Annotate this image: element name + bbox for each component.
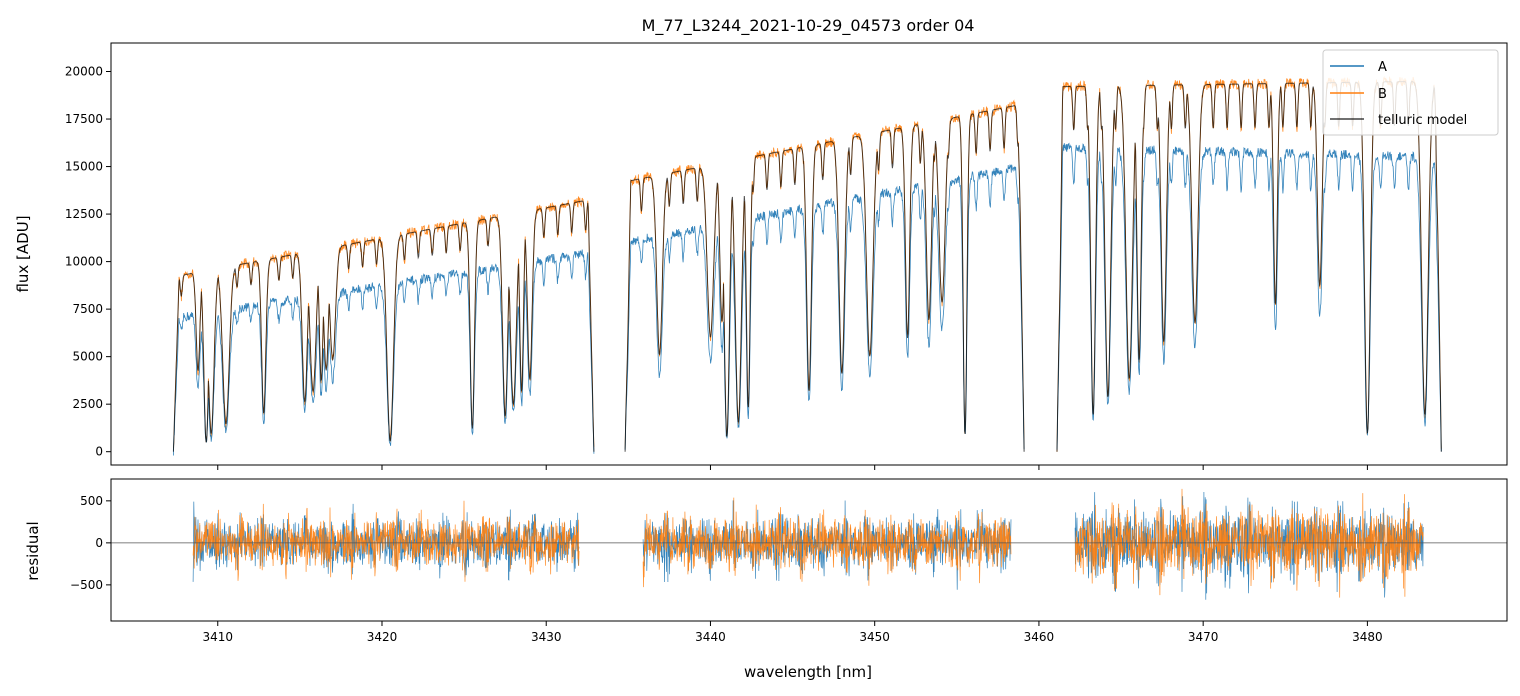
flux-axes-frame [110,42,1508,466]
residual-axes-frame [110,478,1508,622]
legend-label-b: B [1378,87,1387,102]
flux-plot-area [172,75,1442,456]
residual-x-axis: 3410 3420 3430 3440 3450 3460 3470 3480 [202,621,1383,644]
residual-x-tick-label: 3410 [202,630,233,644]
flux-y-tick-label: 7500 [72,302,103,316]
flux-y-tick-label: 5000 [72,350,103,364]
residual-x-tick-label: 3450 [859,630,890,644]
flux-y-tick-label: 17500 [65,112,103,126]
residual-y-axis: −500 0 500 [70,494,111,592]
flux-y-tick-label: 2500 [72,397,103,411]
series-a-line [1056,142,1442,452]
telluric-model-line [172,200,595,452]
residual-x-tick-label: 3480 [1352,630,1383,644]
residual-x-tick-label: 3470 [1188,630,1219,644]
flux-y-tick-label: 12500 [65,207,103,221]
series-a-line [624,164,1025,450]
residual-y-tick-label: 0 [95,536,103,550]
residual-x-tick-label: 3420 [367,630,398,644]
residual-b-line [1074,488,1424,598]
flux-y-axis: 0 2500 5000 7500 10000 12500 15000 17500 20000 [65,65,111,459]
flux-y-tick-label: 15000 [65,160,103,174]
telluric-model-line [624,105,1025,452]
residual-x-tick-label: 3430 [531,630,562,644]
legend-label-a: A [1378,60,1387,75]
residual-y-tick-label: 500 [80,494,103,508]
telluric-model-line [1056,81,1442,452]
residual-b-line [192,500,580,582]
residual-y-label: residual [24,521,42,580]
series-a-line [173,249,595,456]
flux-y-tick-label: 20000 [65,65,103,79]
chart-title: M_77_L3244_2021-10-29_04573 order 04 [642,16,975,36]
legend-label-model: telluric model [1378,113,1467,128]
flux-y-label: flux [ADU] [14,215,32,292]
residual-x-tick-label: 3440 [695,630,726,644]
residual-plot-area [111,488,1507,600]
x-axis-label: wavelength [nm] [744,663,872,681]
flux-y-tick-label: 0 [95,445,103,459]
residual-y-tick-label: −500 [70,578,103,592]
legend: A B telluric model [1322,49,1499,136]
flux-x-axis [217,465,1368,470]
residual-b-line [642,497,1012,588]
residual-x-tick-label: 3460 [1024,630,1055,644]
flux-y-tick-label: 10000 [65,255,103,269]
legend-frame [1322,49,1499,136]
